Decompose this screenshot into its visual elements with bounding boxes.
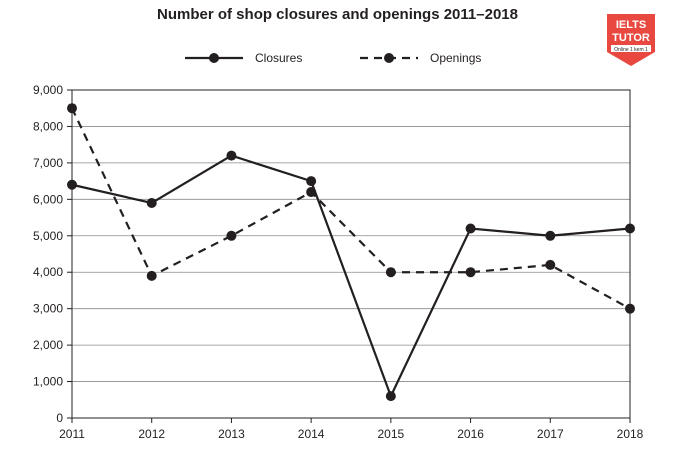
openings-point (465, 267, 476, 278)
openings-point (545, 259, 556, 270)
openings-point (385, 267, 396, 278)
y-tick-label: 4,000 (33, 265, 63, 279)
openings-point (67, 103, 77, 114)
closures-line (71, 154, 631, 399)
x-tick-label: 2014 (298, 427, 325, 441)
y-tick-label: 9,000 (33, 83, 63, 97)
openings-point (625, 303, 635, 314)
x-tick-label: 2018 (617, 427, 644, 441)
x-tick-label: 2015 (378, 427, 405, 441)
closures-point (146, 197, 157, 208)
x-tick-label: 2017 (537, 427, 564, 441)
logo-line2: TUTOR (612, 32, 650, 44)
axes (67, 89, 631, 423)
y-tick-label: 8,000 (33, 119, 63, 133)
y-tick-label: 5,000 (33, 229, 63, 243)
x-tick-labels: 2011 2012 2013 2014 2015 2016 2017 2018 (59, 427, 644, 441)
y-tick-label: 0 (56, 411, 63, 425)
y-tick-label: 3,000 (33, 302, 63, 316)
y-tick-label: 1,000 (33, 375, 63, 389)
closures-point (306, 176, 317, 187)
grid-lines (72, 89, 630, 382)
chart-title: Number of shop closures and openings 201… (157, 6, 518, 23)
legend: Closures Openings (185, 51, 481, 65)
logo-line1: IELTS (616, 19, 646, 31)
legend-label-closures: Closures (255, 51, 302, 65)
x-tick-label: 2012 (138, 427, 165, 441)
logo-shield (607, 14, 655, 66)
logo-line3: Online 1 kem 1 (614, 47, 648, 53)
y-tick-labels: 0 1,000 2,000 3,000 4,000 5,000 6,000 7,000 8,00… (33, 83, 63, 425)
legend-marker-closures (209, 53, 219, 63)
openings-point (306, 187, 317, 198)
openings-point (146, 270, 157, 281)
series-group (67, 103, 635, 402)
y-tick-label: 6,000 (33, 192, 63, 206)
openings-line (71, 107, 631, 310)
closures-point (67, 179, 77, 190)
closures-point (226, 150, 237, 161)
legend-label-openings: Openings (430, 51, 481, 65)
legend-marker-openings (384, 53, 394, 63)
closures-point (545, 230, 556, 241)
closures-point (465, 223, 476, 234)
x-tick-label: 2013 (218, 427, 245, 441)
openings-point (226, 230, 237, 241)
x-tick-label: 2011 (59, 427, 85, 441)
ielts-tutor-logo: IELTS TUTOR Online 1 kem 1 (607, 14, 655, 66)
closures-point (385, 391, 396, 402)
plot-frame (71, 89, 631, 419)
x-tick-label: 2016 (457, 427, 484, 441)
closures-point (625, 223, 635, 234)
logo-banner (611, 45, 651, 52)
y-tick-label: 7,000 (33, 156, 63, 170)
y-tick-label: 2,000 (33, 338, 63, 352)
